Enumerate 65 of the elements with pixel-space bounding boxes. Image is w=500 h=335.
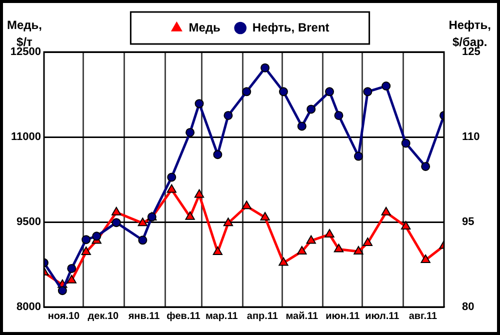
point (112, 206, 122, 216)
point (324, 228, 334, 238)
point (362, 237, 373, 246)
point (186, 128, 195, 137)
y2-tick-label: 80 (462, 301, 474, 314)
point (224, 110, 233, 120)
y-tick-label: 9500 (16, 216, 41, 228)
y-tick-label: 11000 (11, 131, 41, 144)
x-tick-label: июн.11 (326, 310, 360, 322)
point (138, 236, 148, 245)
y-tick-label: 8000 (16, 301, 41, 314)
point (185, 211, 195, 220)
x-tick-label: авг.11 (408, 310, 438, 322)
point (401, 138, 410, 148)
x-tick-label: янв.11 (128, 310, 160, 322)
point (421, 162, 430, 171)
x-tick-label: фев.11 (166, 310, 201, 322)
y2-tick-label: 95 (462, 216, 474, 228)
point (213, 150, 222, 160)
point (354, 152, 363, 161)
point (363, 87, 372, 96)
point (167, 172, 176, 182)
x-tick-label: апр.11 (246, 310, 278, 322)
point (242, 87, 252, 96)
point (82, 235, 91, 244)
point (67, 264, 76, 273)
point (297, 246, 307, 254)
point (260, 63, 270, 72)
x-tick-label: дек.10 (88, 310, 120, 322)
point (194, 189, 204, 198)
point (166, 184, 176, 193)
y-tick-label: 12500 (10, 46, 41, 58)
point (420, 254, 430, 263)
point (66, 274, 76, 284)
point (58, 286, 67, 296)
y2-tick-label: 110 (462, 131, 480, 144)
point (325, 87, 334, 96)
x-tick-label: май.11 (286, 310, 318, 322)
point (381, 206, 391, 216)
point (212, 246, 223, 256)
x-tick-label: мар.11 (205, 310, 238, 322)
point (260, 212, 270, 220)
y2-axis-title: Нефть, $/бар. (448, 17, 491, 49)
legend-label: Нефть, Brent (252, 20, 330, 34)
point (334, 244, 344, 252)
point (382, 82, 391, 90)
point (223, 218, 234, 226)
x-tick-label: июл.11 (365, 310, 400, 322)
point (194, 99, 204, 108)
point (334, 110, 344, 120)
point (278, 87, 288, 96)
point (306, 235, 316, 244)
point (81, 246, 91, 256)
x-tick-label: ноя.10 (48, 310, 80, 322)
point (306, 104, 316, 114)
y2-tick-label: 125 (462, 46, 480, 58)
point (92, 232, 102, 241)
point (401, 221, 411, 230)
point (278, 257, 288, 266)
point (138, 218, 148, 226)
point (297, 122, 306, 131)
legend-label: Медь (188, 20, 220, 34)
point (242, 200, 252, 210)
point (354, 246, 364, 254)
point (112, 218, 121, 228)
